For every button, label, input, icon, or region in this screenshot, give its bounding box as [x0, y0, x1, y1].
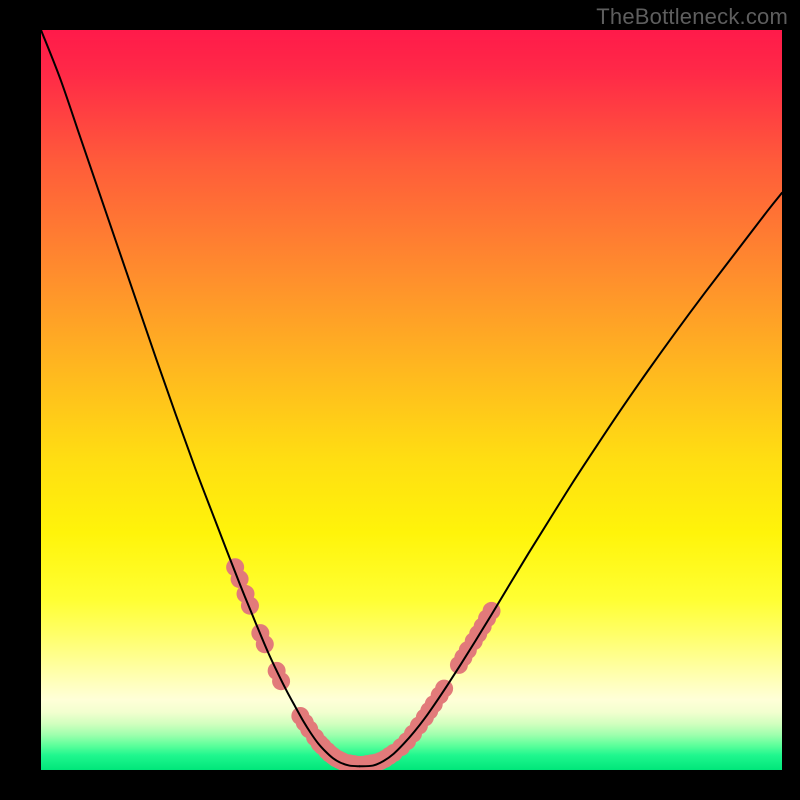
- curve-left-branch: [41, 30, 360, 766]
- curve-right-branch: [360, 193, 782, 767]
- data-markers: [226, 558, 500, 770]
- watermark-text: TheBottleneck.com: [596, 4, 788, 30]
- plot-area: [41, 30, 782, 770]
- bottleneck-chart: TheBottleneck.com: [0, 0, 800, 800]
- curve-layer: [41, 30, 782, 770]
- data-marker: [241, 597, 259, 615]
